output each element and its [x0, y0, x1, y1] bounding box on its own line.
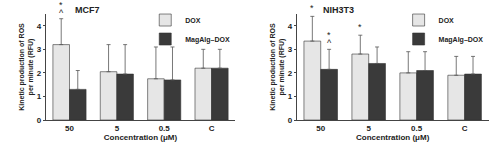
svg-text:NIH3T3: NIH3T3: [323, 5, 354, 15]
svg-text:1: 1: [288, 92, 293, 101]
svg-text:*: *: [327, 30, 331, 40]
svg-text:50: 50: [316, 124, 325, 133]
svg-text:DOX: DOX: [185, 17, 201, 24]
svg-text:Kinetic production of ROSper m: Kinetic production of ROSper minute (RFU…: [269, 23, 286, 111]
svg-text:Kinetic production of ROSper m: Kinetic production of ROSper minute (RFU…: [18, 23, 35, 111]
svg-text:Concentration (μM): Concentration (μM): [356, 133, 430, 142]
svg-text:MagAlg–DOX: MagAlg–DOX: [439, 36, 484, 44]
svg-text:0: 0: [37, 116, 42, 125]
svg-text:C: C: [462, 124, 468, 133]
svg-text:*: *: [59, 0, 63, 10]
svg-text:4: 4: [37, 22, 42, 31]
svg-text:1: 1: [37, 92, 42, 101]
svg-text:2: 2: [37, 69, 42, 78]
svg-text:*: *: [358, 22, 362, 32]
svg-text:0.5: 0.5: [159, 124, 171, 133]
svg-text:2: 2: [288, 69, 293, 78]
svg-text:0.5: 0.5: [411, 124, 423, 133]
svg-text:C: C: [209, 124, 215, 133]
svg-text:0: 0: [288, 116, 293, 125]
svg-text:3: 3: [37, 45, 42, 54]
svg-text:DOX: DOX: [439, 17, 455, 24]
svg-text:^: ^: [59, 8, 64, 18]
svg-text:5: 5: [366, 124, 371, 133]
svg-text:^: ^: [327, 38, 332, 48]
svg-text:50: 50: [65, 124, 74, 133]
svg-text:4: 4: [288, 22, 293, 31]
svg-text:MagAlg–DOX: MagAlg–DOX: [185, 36, 230, 44]
svg-text:3: 3: [288, 45, 293, 54]
svg-text:5: 5: [115, 124, 120, 133]
svg-text:MCF7: MCF7: [75, 5, 100, 15]
svg-text:Concentration (μM): Concentration (μM): [104, 133, 178, 142]
svg-text:*: *: [310, 3, 314, 13]
